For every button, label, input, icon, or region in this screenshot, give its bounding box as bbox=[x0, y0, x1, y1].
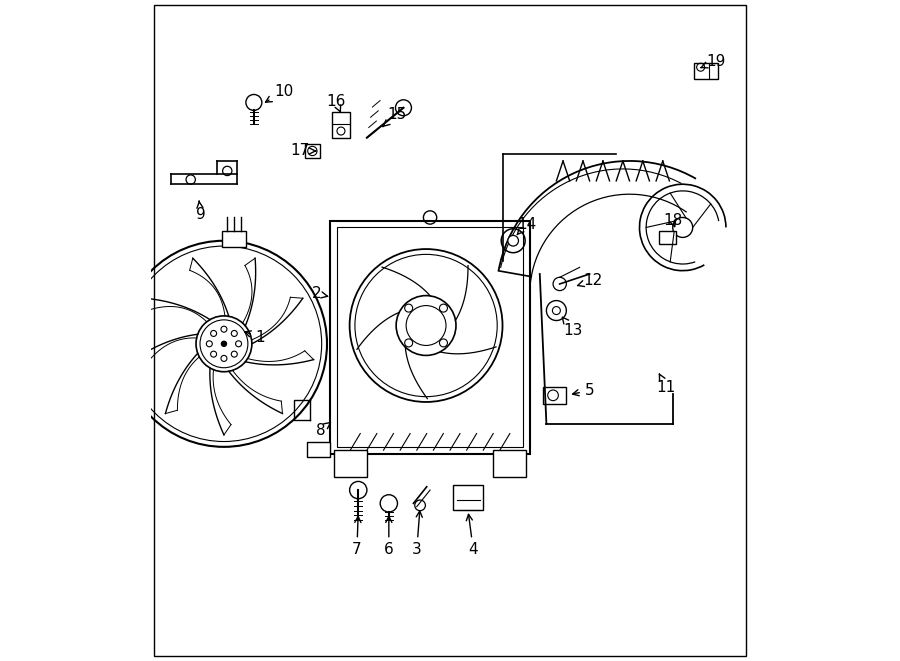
Text: 6: 6 bbox=[384, 516, 393, 557]
FancyBboxPatch shape bbox=[332, 112, 350, 137]
FancyBboxPatch shape bbox=[222, 231, 246, 247]
Text: 13: 13 bbox=[562, 317, 582, 338]
Text: 3: 3 bbox=[412, 511, 422, 557]
FancyBboxPatch shape bbox=[334, 450, 367, 477]
Text: 14: 14 bbox=[517, 217, 536, 235]
Text: 8: 8 bbox=[316, 422, 330, 438]
Text: 9: 9 bbox=[196, 201, 205, 221]
Text: 7: 7 bbox=[352, 516, 362, 557]
FancyBboxPatch shape bbox=[307, 442, 330, 457]
FancyBboxPatch shape bbox=[454, 485, 483, 510]
Text: 18: 18 bbox=[663, 214, 682, 228]
Circle shape bbox=[508, 235, 518, 246]
FancyBboxPatch shape bbox=[305, 144, 320, 157]
FancyBboxPatch shape bbox=[330, 221, 530, 453]
Text: 4: 4 bbox=[466, 514, 478, 557]
FancyBboxPatch shape bbox=[660, 231, 676, 244]
Text: 11: 11 bbox=[656, 374, 676, 395]
Text: 15: 15 bbox=[382, 107, 407, 127]
Text: 10: 10 bbox=[266, 84, 293, 102]
Text: 5: 5 bbox=[572, 383, 594, 398]
Text: 19: 19 bbox=[701, 54, 725, 69]
Text: 1: 1 bbox=[245, 330, 266, 344]
FancyBboxPatch shape bbox=[493, 450, 526, 477]
FancyBboxPatch shape bbox=[543, 387, 566, 404]
Text: 17: 17 bbox=[291, 143, 316, 159]
Text: 12: 12 bbox=[578, 273, 603, 288]
Text: 2: 2 bbox=[312, 286, 328, 301]
Text: 16: 16 bbox=[326, 94, 346, 112]
FancyBboxPatch shape bbox=[694, 63, 718, 79]
Circle shape bbox=[221, 341, 227, 346]
